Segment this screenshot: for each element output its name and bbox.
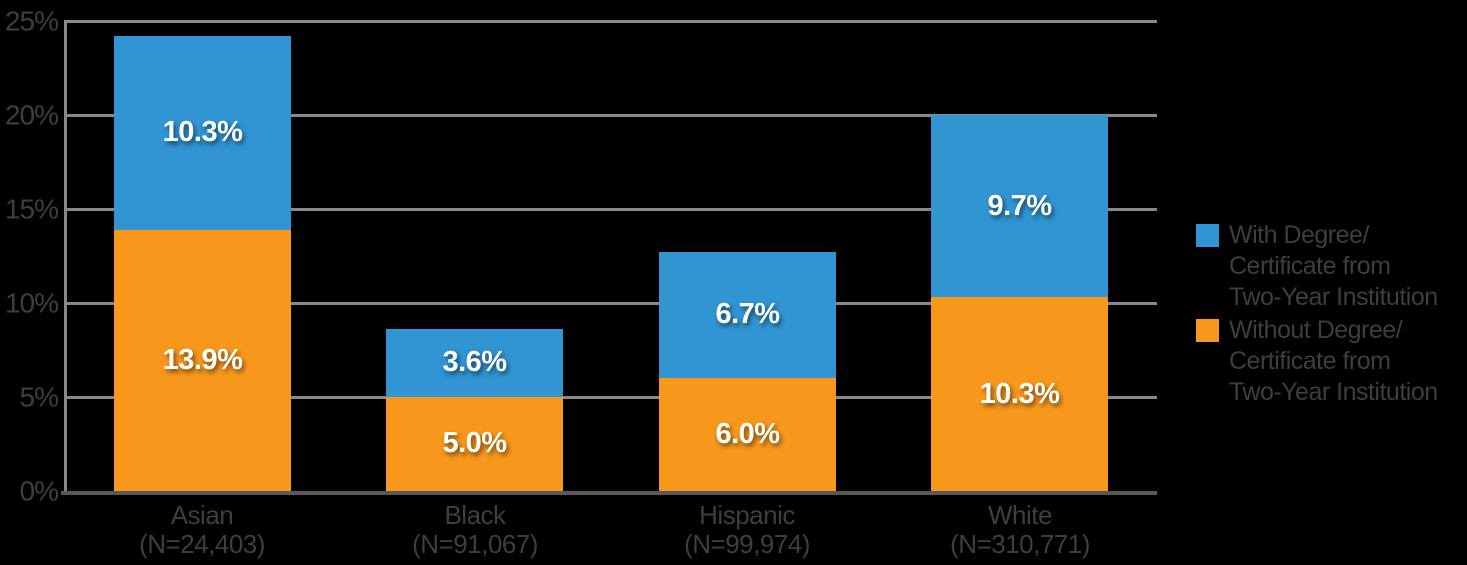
legend-swatch-blue — [1196, 224, 1219, 247]
bar-segment-hispanic-orange: 6.0% — [659, 377, 836, 491]
gridline-15pct — [65, 208, 1157, 211]
y-tick-label-15: 15% — [4, 193, 59, 225]
value-label-black-blue: 3.6% — [442, 346, 507, 379]
gridline-5pct — [65, 396, 1157, 399]
y-tick-label-0: 0% — [19, 475, 59, 507]
legend-swatch-orange — [1196, 319, 1219, 342]
bar-segment-white-orange: 10.3% — [931, 297, 1108, 491]
y-axis-line — [64, 20, 67, 492]
category-n-count: (N=310,771) — [950, 529, 1090, 559]
category-n-count: (N=91,067) — [412, 529, 538, 559]
legend-item-orange: Without Degree/Certificate from Two-Year … — [1196, 315, 1438, 408]
legend-label-line: Two-Year Institution — [1229, 378, 1438, 406]
bar-asian: 10.3% 13.9% — [114, 36, 291, 491]
bar-segment-black-blue: 3.6% — [386, 329, 563, 397]
bar-white: 9.7% 10.3% — [931, 115, 1108, 491]
legend-label-line: With Degree/ — [1229, 221, 1369, 249]
value-label-black-orange: 5.0% — [442, 427, 507, 460]
bar-segment-asian-blue: 10.3% — [114, 36, 291, 230]
value-label-white-blue: 9.7% — [987, 189, 1052, 222]
bar-black: 3.6% 5.0% — [386, 329, 563, 491]
legend-label-line: Two-Year Institution — [1229, 283, 1438, 311]
bar-segment-black-orange: 5.0% — [386, 396, 563, 491]
y-tick-label-5: 5% — [19, 381, 59, 413]
value-label-asian-orange: 13.9% — [162, 343, 243, 376]
value-label-hispanic-blue: 6.7% — [715, 298, 780, 331]
category-n-count: (N=99,974) — [684, 529, 810, 559]
category-name: Black — [444, 500, 506, 530]
value-label-hispanic-orange: 6.0% — [715, 417, 780, 450]
legend-label-orange: Without Degree/Certificate from Two-Year … — [1229, 315, 1438, 408]
value-label-white-orange: 10.3% — [979, 377, 1060, 410]
legend-label-line: Certificate from — [1229, 347, 1391, 375]
x-category-label-black: Black (N=91,067) — [335, 501, 615, 559]
gridline-20pct — [65, 114, 1157, 117]
category-name: Hispanic — [699, 500, 795, 530]
legend-label-blue: With Degree/Certificate from Two-Year Ins… — [1229, 220, 1438, 313]
bar-segment-asian-orange: 13.9% — [114, 229, 291, 491]
chart-legend: With Degree/Certificate from Two-Year Ins… — [1196, 220, 1438, 410]
category-n-count: (N=24,403) — [139, 529, 265, 559]
category-name: Asian — [170, 500, 234, 530]
bar-segment-hispanic-blue: 6.7% — [659, 252, 836, 378]
value-label-asian-blue: 10.3% — [162, 116, 243, 149]
bar-segment-white-blue: 9.7% — [931, 115, 1108, 298]
y-tick-label-20: 20% — [4, 99, 59, 131]
x-category-label-white: White (N=310,771) — [880, 501, 1160, 559]
gridline-25pct — [65, 20, 1157, 23]
category-name: White — [988, 500, 1052, 530]
x-category-label-asian: Asian (N=24,403) — [62, 501, 342, 559]
x-axis-baseline — [61, 491, 1157, 495]
legend-label-line: Certificate from — [1229, 252, 1391, 280]
x-category-label-hispanic: Hispanic (N=99,974) — [607, 501, 887, 559]
y-tick-label-10: 10% — [4, 287, 59, 319]
gridline-10pct — [65, 302, 1157, 305]
y-tick-label-25: 25% — [4, 5, 59, 37]
bar-hispanic: 6.7% 6.0% — [659, 252, 836, 491]
legend-label-line: Without Degree/ — [1229, 316, 1403, 344]
legend-item-blue: With Degree/Certificate from Two-Year Ins… — [1196, 220, 1438, 313]
